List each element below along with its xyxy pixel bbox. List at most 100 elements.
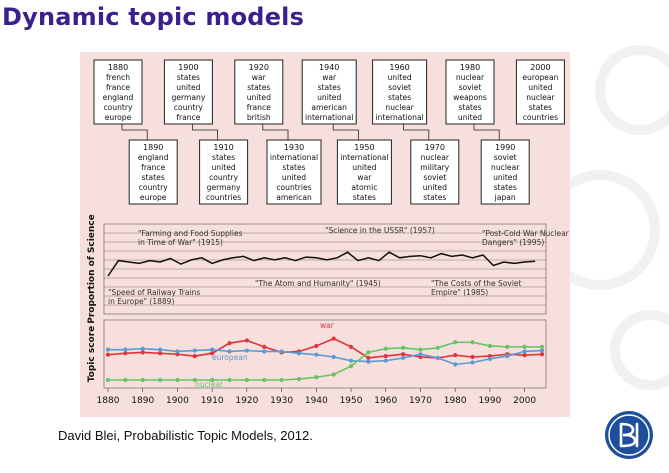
hse-logo-icon: [605, 411, 653, 459]
series-point-european: [279, 349, 284, 354]
series-label-european: european: [212, 353, 248, 362]
series-point-nuclear: [539, 344, 545, 349]
topic-box-word: united: [458, 113, 482, 122]
topic-box-word: states: [353, 193, 376, 202]
series-point-nuclear: [175, 377, 180, 383]
topic-box-word: france: [176, 113, 200, 122]
topic-box-word: international: [305, 113, 353, 122]
series-label-war: war: [320, 321, 335, 330]
topic-box-frame: [163, 59, 213, 125]
topic-box-word: international: [270, 153, 318, 162]
topic-box-frame: [410, 139, 460, 205]
topic-box-word: united: [387, 73, 411, 82]
topic-box-word: united: [211, 163, 235, 172]
proportion-chart: Proportion of Science "Farming and Food S…: [87, 214, 570, 323]
topic-box-frame: [372, 59, 428, 125]
topic-boxes: 1880frenchfranceenglandcountryeurope1890…: [93, 59, 565, 205]
series-point-war: [366, 355, 371, 361]
topic-box-year: 1920: [249, 63, 269, 72]
series-point-nuclear: [487, 343, 493, 349]
topic-box-word: european: [522, 73, 558, 82]
topic-box-word: states: [177, 73, 200, 82]
series-point-nuclear: [227, 377, 232, 383]
series-point-nuclear: [262, 377, 267, 383]
series-point-war: [522, 353, 527, 358]
series-point-nuclear: [105, 377, 111, 383]
series-point-nuclear: [279, 377, 284, 383]
page-title: Dynamic topic models: [2, 3, 305, 31]
series-line-european: [108, 347, 543, 366]
series-point-war: [140, 350, 145, 355]
topic-box-word: united: [247, 93, 271, 102]
annotation-label: "Post-Cold War Nuclear Dangers" (1995): [482, 229, 570, 247]
series-point-nuclear: [435, 345, 440, 350]
topic-box-frame: [336, 139, 392, 205]
topic-box-year: 1950: [354, 143, 374, 152]
x-tick-label: 1980: [444, 396, 467, 406]
annotation-line: in Time of War" (1915): [138, 238, 223, 247]
topic-box-year: 1880: [108, 63, 128, 72]
x-tick-label: 2000: [513, 396, 536, 406]
topic-box-word: nuclear: [456, 73, 485, 82]
connector-arrow: [403, 124, 430, 140]
series-label-nuclear: nuclear: [195, 380, 224, 389]
topic-box-word: country: [103, 103, 133, 112]
series-point-war: [314, 343, 319, 349]
series-point-european: [227, 349, 232, 354]
topic-box-word: military: [420, 163, 449, 172]
x-tick-label: 1970: [409, 396, 432, 406]
topic-box-word: american: [311, 103, 347, 112]
series-point-european: [539, 348, 545, 353]
series-point-war: [157, 351, 163, 356]
series-point-nuclear: [522, 344, 527, 349]
x-tick-label: 1940: [305, 396, 328, 406]
topic-box-word: war: [252, 73, 267, 82]
series-point-nuclear: [157, 377, 163, 383]
series-point-european: [418, 352, 423, 357]
series-point-european: [348, 358, 354, 363]
topic-box-word: europe: [105, 113, 132, 122]
x-tick-label: 1960: [374, 396, 397, 406]
topic-box-word: soviet: [459, 83, 482, 92]
series-point-war: [192, 353, 197, 359]
annotation-line: "Farming and Food Supplies: [138, 229, 243, 238]
series-point-nuclear: [383, 346, 388, 351]
series-point-european: [296, 351, 302, 356]
annotation-line: Dangers" (1995): [482, 238, 544, 247]
topic-box-year: 1990: [495, 143, 515, 152]
annotation-line: "Science in the USSR" (1957): [325, 226, 435, 235]
topic-box-word: united: [282, 173, 306, 182]
series-line-nuclear: [108, 341, 542, 381]
series-point-european: [105, 347, 111, 352]
series-point-nuclear: [210, 377, 215, 383]
annotation-label: "Speed of Railway Trains in Europe" (1889…: [108, 288, 200, 306]
topic-box-1930: 1930internationalstatesunitedcountriesam…: [266, 139, 322, 205]
x-tick-label: 1920: [235, 396, 258, 406]
topic-box-year: 2000: [530, 63, 550, 72]
series-point-european: [383, 358, 388, 363]
topic-box-word: states: [282, 163, 305, 172]
annotation-line: in Europe" (1889): [108, 297, 174, 306]
series-point-european: [210, 347, 215, 352]
annotation-line: "Speed of Railway Trains: [108, 288, 200, 297]
series-point-war: [331, 336, 336, 341]
series-point-war: [244, 338, 249, 343]
topic-box-word: united: [423, 183, 447, 192]
x-axis: 1880 1890 1900 1910 1920 1930 1940 1950 1960 1970…: [97, 388, 536, 406]
series-point-war: [262, 344, 267, 349]
topic-box-frame: [266, 139, 322, 205]
figure-panel: 1880 french france england country europe 1890…: [80, 52, 570, 417]
topic-box-word: germany: [207, 183, 241, 192]
topic-box-word: nuclear: [385, 103, 414, 112]
series-point-nuclear: [470, 340, 475, 345]
series-point-nuclear: [140, 377, 145, 383]
topic-box-word: french: [106, 73, 130, 82]
topic-box-word: british: [247, 113, 271, 122]
topic-box-year: 1960: [389, 63, 409, 72]
topic-box-frame: [199, 139, 249, 205]
